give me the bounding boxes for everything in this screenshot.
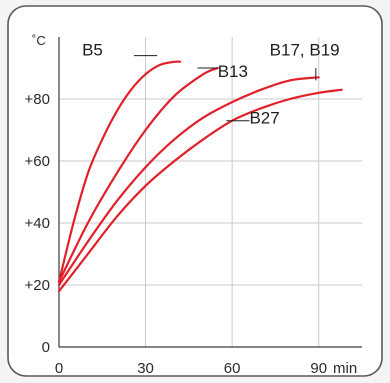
y-tick-label-4: +80 (25, 91, 50, 108)
x-tick-label-2: 60 (224, 360, 241, 377)
y-tick-label-1: +20 (25, 277, 50, 294)
annotation-label-2: B17, B19 (270, 40, 340, 59)
axes: 0 30 60 90 0 +20 +40 +60 +80 (25, 37, 362, 377)
x-tick-label-0: 0 (55, 360, 63, 377)
annotation-label-1: B13 (218, 62, 248, 81)
annotation-label-0: B5 (82, 40, 103, 59)
grid (59, 37, 362, 347)
x-tick-label-3: 90 (310, 360, 327, 377)
series-line-1 (57, 66, 219, 283)
y-tick-label-0: 0 (42, 339, 50, 356)
series-annotations: B5 B13 B17, B19 B27 (82, 40, 340, 127)
series-line-3 (57, 88, 343, 293)
y-tick-label-3: +60 (25, 153, 50, 170)
annotation-label-3: B27 (249, 109, 279, 128)
y-axis-unit-label: ˚C (32, 33, 46, 48)
series-line-2 (57, 76, 320, 287)
y-tick-label-2: +40 (25, 215, 50, 232)
x-axis-unit-label: min (333, 360, 357, 377)
series-lines (57, 60, 343, 293)
x-tick-label-1: 30 (137, 360, 154, 377)
series-line-0 (57, 60, 182, 283)
chart-border (7, 5, 383, 377)
